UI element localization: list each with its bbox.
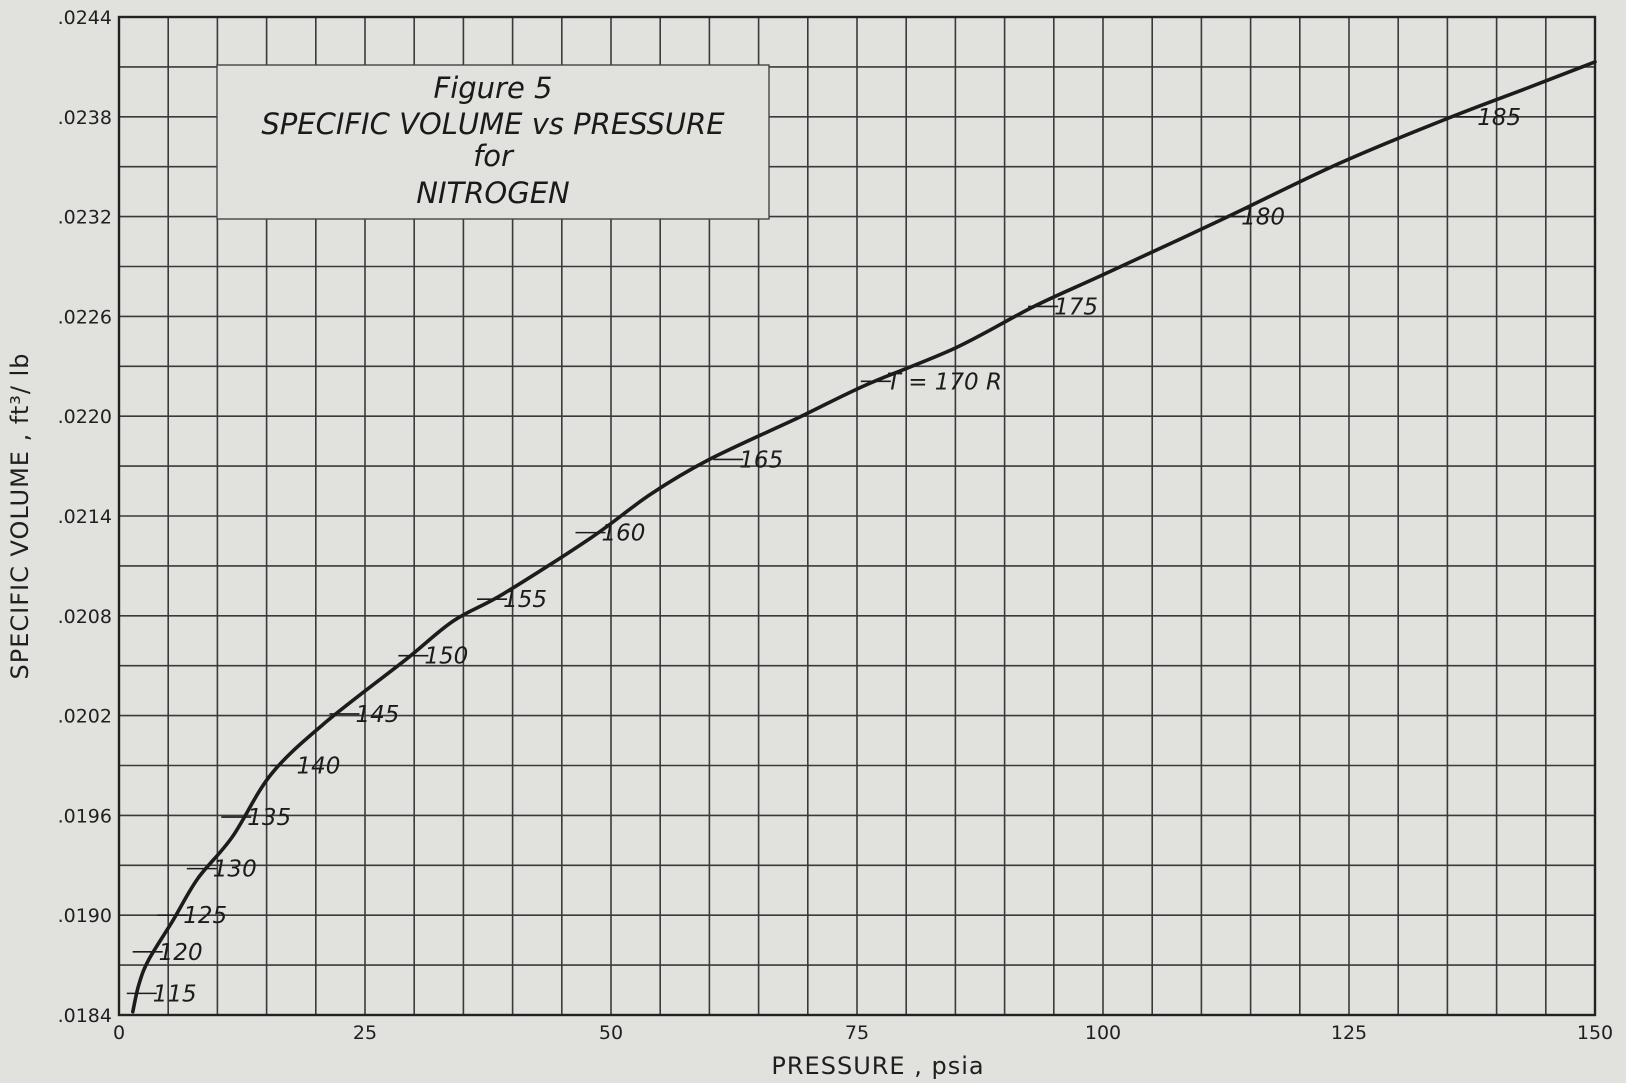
y-tick-label: .0184	[58, 1005, 112, 1027]
y-tick-label: .0208	[58, 606, 112, 628]
title-line-main: SPECIFIC VOLUME vs PRESSURE	[261, 107, 725, 141]
y-tick-label: .0214	[58, 506, 112, 528]
temperature-mark: 175	[1028, 294, 1098, 320]
x-tick-label: 25	[353, 1022, 377, 1044]
plot-frame	[117, 15, 1597, 1017]
temperature-mark-label: 185	[1477, 105, 1521, 131]
temperature-mark-label: 125	[183, 903, 227, 929]
y-tick-label: .0238	[58, 107, 112, 129]
x-tick-label: 50	[599, 1022, 623, 1044]
x-tick-label: 75	[845, 1022, 869, 1044]
temperature-mark-label: 130	[213, 857, 257, 883]
temperature-mark: 125	[157, 903, 227, 929]
temperature-mark-label: 135	[247, 805, 291, 831]
temperature-mark: 155	[477, 587, 547, 613]
temperature-mark-label: 150	[424, 644, 468, 670]
temperature-mark: 180	[1215, 205, 1285, 231]
temperature-mark-label: 155	[503, 587, 547, 613]
chart-title-box: Figure 5 SPECIFIC VOLUME vs PRESSURE for…	[216, 64, 770, 220]
temperature-mark: 145	[329, 702, 399, 728]
x-tick-label: 150	[1577, 1022, 1613, 1044]
temperature-mark: 115	[126, 981, 197, 1007]
temperature-mark-label: 175	[1054, 294, 1098, 320]
temperature-mark: 140	[270, 754, 340, 780]
temperature-mark-label: 160	[601, 521, 645, 547]
y-tick-labels: .0184 .0190 .0196 .0202 .0208 .0214 .0220 .0226…	[58, 7, 112, 1027]
title-line-for: for	[473, 139, 515, 173]
title-line-gas: NITROGEN	[416, 176, 569, 210]
x-tick-label: 100	[1085, 1022, 1121, 1044]
temperature-mark: T = 170 R	[860, 369, 1002, 395]
y-tick-label: .0232	[58, 207, 112, 229]
y-tick-label: .0196	[58, 805, 112, 827]
temperature-mark-label: 180	[1241, 205, 1285, 231]
y-tick-label: .0190	[58, 905, 112, 927]
x-tick-labels: 0 25 50 75 100 125 150	[113, 1022, 1613, 1044]
temperature-mark: 165	[713, 447, 783, 473]
x-tick-label: 125	[1331, 1022, 1367, 1044]
y-tick-label: .0244	[58, 7, 112, 29]
y-tick-label: .0226	[58, 306, 112, 328]
specific-volume-curve	[131, 60, 1597, 1014]
temperature-mark: 160	[575, 521, 645, 547]
temperature-mark: 150	[398, 644, 468, 670]
title-box-background	[216, 64, 770, 220]
x-axis-title: PRESSURE , psia	[771, 1052, 984, 1080]
y-axis-title: SPECIFIC VOLUME , ft³/ lb	[6, 352, 34, 679]
temperature-mark-label: 165	[739, 447, 783, 473]
title-line-figure: Figure 5	[434, 71, 553, 105]
x-tick-label: 0	[113, 1022, 125, 1044]
temperature-mark: 185	[1451, 105, 1521, 131]
temperature-mark: 135	[221, 805, 291, 831]
temperature-mark-label: 140	[296, 754, 340, 780]
temperature-mark-label: 145	[355, 702, 399, 728]
temperature-mark: 120	[132, 940, 203, 966]
y-tick-label: .0202	[58, 706, 112, 728]
temperature-mark-label: 115	[153, 981, 197, 1007]
temperature-mark: 130	[186, 857, 257, 883]
temperature-mark-label: 120	[159, 940, 203, 966]
temperature-mark-label: T = 170 R	[887, 369, 1002, 395]
y-tick-label: .0220	[58, 406, 112, 428]
